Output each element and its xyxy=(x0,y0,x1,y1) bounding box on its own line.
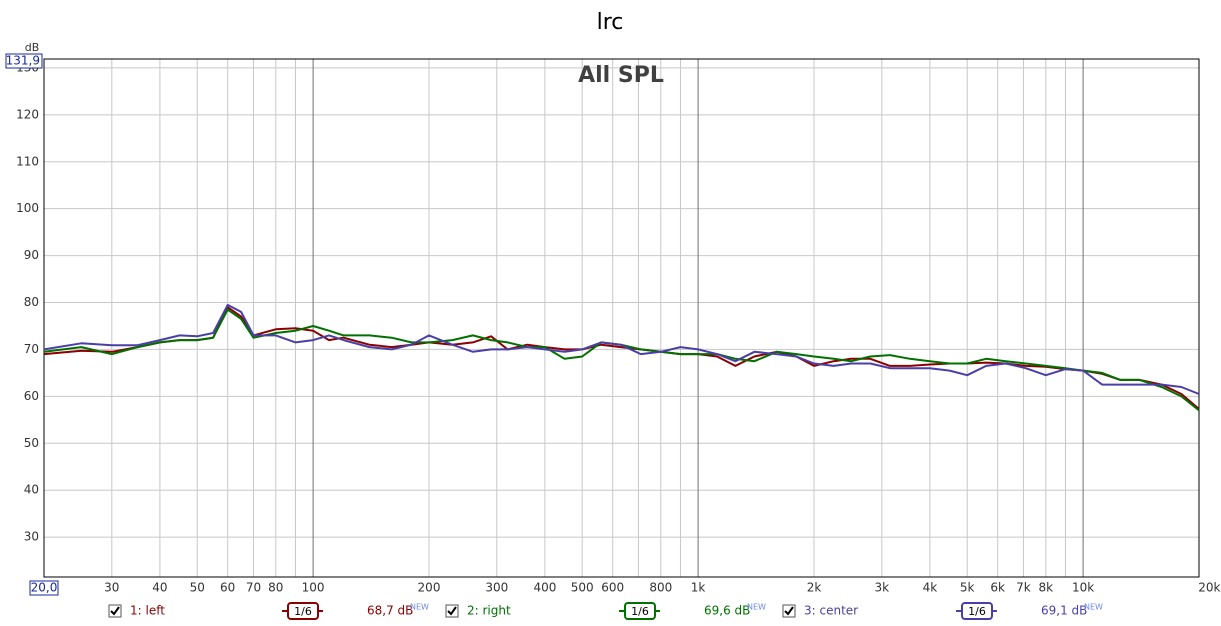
x-tick-label: 4k xyxy=(923,581,938,595)
legend-name: 1: left xyxy=(130,604,165,618)
checkbox-tick xyxy=(110,606,120,616)
y-tick-label: 40 xyxy=(24,483,39,497)
x-tick-label: 3k xyxy=(874,581,889,595)
x-tick-label: 7k xyxy=(1016,581,1031,595)
series-line xyxy=(43,308,1200,412)
y-tick-label: 80 xyxy=(24,295,39,309)
y-tick-label: 110 xyxy=(16,154,39,168)
legend-checkbox[interactable] xyxy=(445,604,459,618)
x-tick-label: 80 xyxy=(268,581,283,595)
smoothing-label: 1/6 xyxy=(631,605,649,618)
x-tick-label: 30 xyxy=(104,581,119,595)
x-tick-label: 50 xyxy=(190,581,205,595)
smoothing-button[interactable] xyxy=(624,602,656,620)
smoothing-button[interactable] xyxy=(961,602,993,620)
smoothing-label: 1/6 xyxy=(968,605,986,618)
plot-area xyxy=(43,58,1200,578)
level-label: 68,7 dB xyxy=(367,604,413,618)
legend-checkbox[interactable] xyxy=(108,604,122,618)
x-tick-label: 2k xyxy=(807,581,822,595)
value-box xyxy=(29,580,59,596)
y-tick-label: 30 xyxy=(24,530,39,544)
x-tick-label: 600 xyxy=(601,581,624,595)
checkbox-tick xyxy=(447,606,457,616)
x-tick-label: 20kHz xyxy=(1198,581,1221,595)
x-tick-label: 1k xyxy=(691,581,706,595)
y-tick-label: 60 xyxy=(24,389,39,403)
x-tick-label: 200 xyxy=(418,581,441,595)
smoothing-label: 1/6 xyxy=(294,605,312,618)
x-tick-label: 300 xyxy=(485,581,508,595)
x-tick-label: 8k xyxy=(1038,581,1053,595)
level-badge: NEW xyxy=(410,603,429,612)
level-badge: NEW xyxy=(1084,603,1103,612)
x-tick-label: 5k xyxy=(960,581,975,595)
x-tick-label: 70 xyxy=(246,581,261,595)
y-tick-label: 90 xyxy=(24,248,39,262)
x-tick-label: 40 xyxy=(152,581,167,595)
y-tick-label: 70 xyxy=(24,342,39,356)
smoothing-button[interactable] xyxy=(287,602,319,620)
x-tick-label: 400 xyxy=(533,581,556,595)
x-tick-label: 500 xyxy=(571,581,594,595)
y-axis-label: dB xyxy=(25,41,40,54)
x-tick-label: 20,0 xyxy=(31,581,58,595)
series-line xyxy=(43,303,1200,395)
chart-title: lrc xyxy=(597,10,624,35)
legend-name: 2: right xyxy=(467,604,511,618)
level-label: 69,6 dB xyxy=(704,604,750,618)
y-tick-label: 131,9 xyxy=(6,54,40,68)
x-tick-label: 60 xyxy=(220,581,235,595)
y-tick-label: 120 xyxy=(16,107,39,121)
chart-subtitle: All SPL xyxy=(578,63,664,88)
x-tick-label: 6k xyxy=(990,581,1005,595)
x-tick-label: 100 xyxy=(302,581,325,595)
value-box xyxy=(5,53,43,69)
x-tick-label: 800 xyxy=(649,581,672,595)
legend-checkbox[interactable] xyxy=(782,604,796,618)
level-badge: NEW xyxy=(747,603,766,612)
checkbox-tick xyxy=(784,606,794,616)
y-tick-label: 100 xyxy=(16,201,39,215)
y-tick-label: 50 xyxy=(24,436,39,450)
level-label: 69,1 dB xyxy=(1041,604,1087,618)
legend-name: 3: center xyxy=(804,604,858,618)
x-tick-label: 10k xyxy=(1072,581,1094,595)
